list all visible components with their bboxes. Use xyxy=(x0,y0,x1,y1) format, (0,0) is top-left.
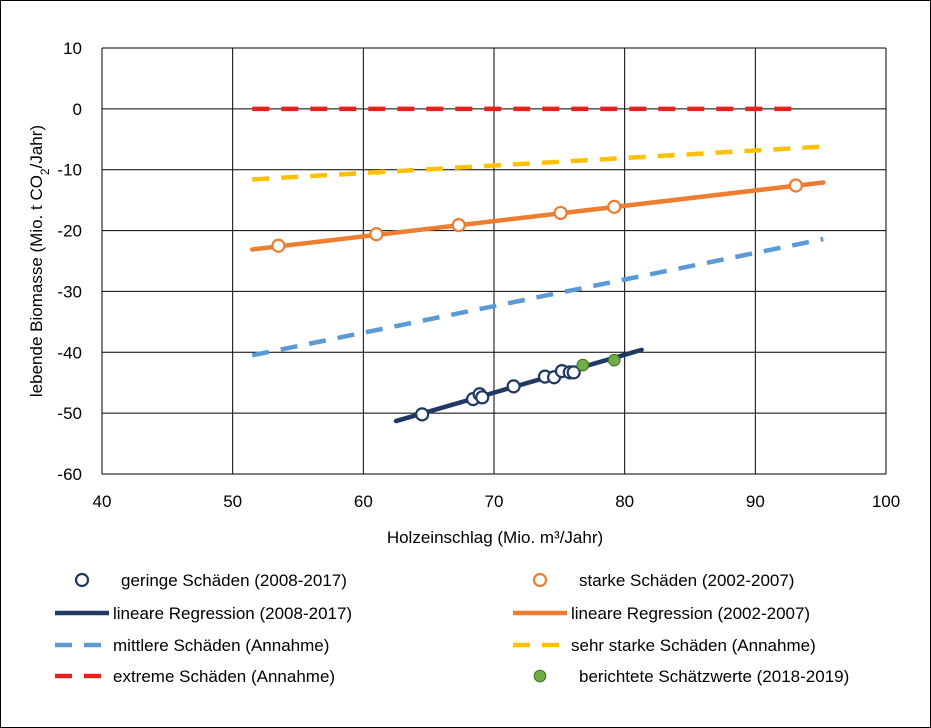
data-point xyxy=(607,353,621,367)
data-point xyxy=(451,217,466,233)
legend-label: starke Schäden (2002-2007) xyxy=(579,571,794,590)
data-point xyxy=(506,379,521,394)
x-tick-label: 90 xyxy=(746,492,765,511)
legend-label: mittlere Schäden (Annahme) xyxy=(113,636,329,655)
assumption-line xyxy=(251,236,824,358)
y-axis-title: lebende Biomasse (Mio. t CO2/Jahr) xyxy=(27,125,52,397)
data-point xyxy=(566,365,581,380)
assumption-line xyxy=(252,144,824,182)
data-point xyxy=(369,227,384,242)
y-tick-label: -40 xyxy=(57,343,82,362)
y-tick-label: -50 xyxy=(57,404,82,423)
legend-symbol xyxy=(532,572,548,588)
x-tick-label: 60 xyxy=(354,492,373,511)
data-point xyxy=(788,178,803,193)
x-tick-label: 100 xyxy=(872,492,900,511)
y-tick-label: -20 xyxy=(57,222,82,241)
y-tick-label: 0 xyxy=(73,100,82,119)
legend-label: berichtete Schätzwerte (2018-2019) xyxy=(579,667,849,686)
grid xyxy=(101,47,887,475)
y-tick-label: 10 xyxy=(63,39,82,58)
data-point xyxy=(553,205,568,221)
data-point xyxy=(271,238,286,253)
y-tick-label: -30 xyxy=(57,282,82,301)
series-layer xyxy=(250,106,826,424)
legend-label: sehr starke Schäden (Annahme) xyxy=(571,636,816,655)
data-point xyxy=(576,358,590,372)
x-tick-label: 80 xyxy=(615,492,634,511)
legend-label: extreme Schäden (Annahme) xyxy=(113,667,335,686)
x-tick-label: 70 xyxy=(485,492,504,511)
data-point xyxy=(415,407,430,422)
x-tick-label: 40 xyxy=(93,492,112,511)
legend-label: lineare Regression (2008-2017) xyxy=(113,604,352,623)
legend-label: lineare Regression (2002-2007) xyxy=(571,604,810,623)
legend-symbol xyxy=(533,669,547,683)
legend-label: geringe Schäden (2008-2017) xyxy=(121,571,347,590)
x-tick-label: 50 xyxy=(223,492,242,511)
regression-line xyxy=(250,180,826,252)
legend-symbol xyxy=(74,572,90,588)
x-axis-title: Holzeinschlag (Mio. m³/Jahr) xyxy=(387,528,603,547)
y-tick-label: -60 xyxy=(57,465,82,484)
data-point xyxy=(607,199,622,214)
legend: geringe Schäden (2008-2017) starke Schäde… xyxy=(55,571,849,686)
y-tick-label: -10 xyxy=(57,161,82,180)
data-point xyxy=(475,390,490,405)
